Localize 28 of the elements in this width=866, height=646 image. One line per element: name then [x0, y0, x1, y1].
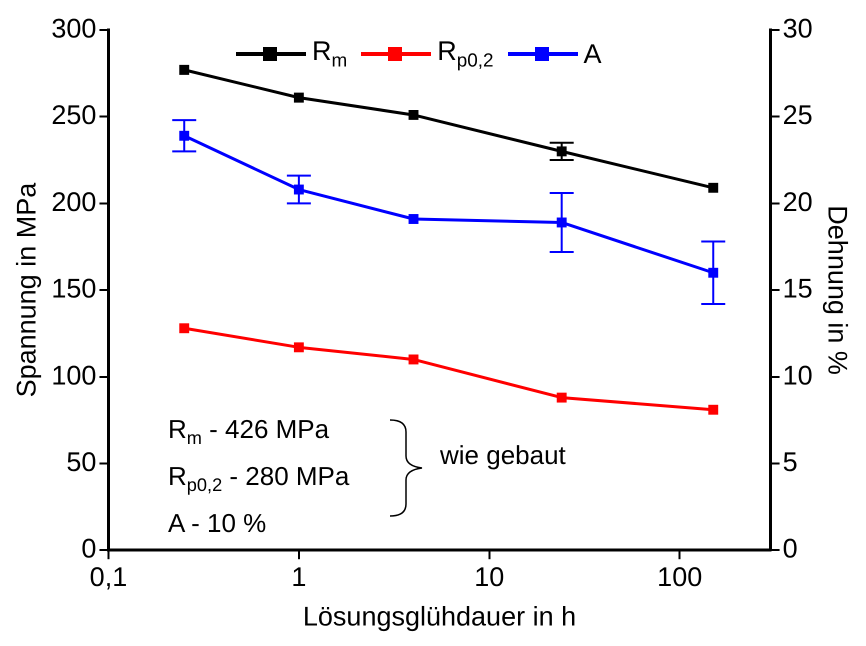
annotation: R$_{m}$ - 426 MPa	[168, 413, 330, 450]
x-tick-label: 10	[474, 562, 504, 592]
legend-label: R$_{p0,2}$	[437, 36, 494, 72]
y2-tick-label: 20	[782, 186, 813, 217]
x-tick-label: 1	[291, 562, 306, 592]
y-axis-title: Spannung in MPa	[12, 182, 42, 398]
y2-tick-label: 15	[782, 274, 813, 304]
annotation: wie gebaut	[440, 440, 566, 471]
y2-axis-title: Dehnung in %	[822, 205, 852, 375]
x-axis-title: Lösungsglühdauer in h	[302, 601, 576, 632]
y-tick-label: 200	[51, 186, 96, 217]
x-tick-label: 0,1	[90, 562, 128, 592]
y2-tick-label: 25	[782, 100, 813, 130]
y-tick-label: 100	[51, 360, 96, 390]
y2-tick-label: 10	[782, 360, 813, 390]
legend-label: R$_{m}$	[312, 36, 348, 72]
y-tick-label: 150	[51, 274, 96, 304]
annotation: R$_{p0,2}$ - 280 MPa	[168, 460, 350, 498]
y-tick-label: 250	[51, 100, 96, 130]
y2-tick-label: 30	[782, 13, 813, 44]
legend-label: A	[584, 38, 602, 70]
x-tick-label: 100	[657, 562, 702, 592]
y-tick-label: 300	[51, 13, 96, 44]
annotation: A - 10 %	[168, 507, 268, 540]
y-tick-label: 0	[81, 534, 96, 564]
y2-tick-label: 0	[782, 534, 798, 564]
y2-tick-label: 5	[782, 446, 798, 477]
y-tick-label: 50	[66, 446, 96, 477]
